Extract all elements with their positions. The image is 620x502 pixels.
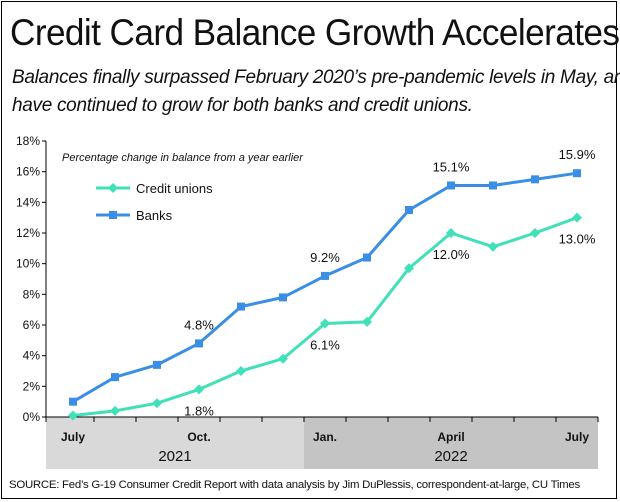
legend-label: Credit unions	[136, 181, 213, 196]
y-tick-label: 6%	[23, 318, 41, 332]
data-point-banks	[321, 271, 329, 280]
year-label: 2022	[434, 448, 467, 465]
data-label: 9.2%	[310, 250, 340, 265]
y-tick-label: 2%	[23, 379, 41, 393]
data-point-banks	[573, 169, 581, 178]
data-label: 15.9%	[559, 147, 596, 162]
year-band-2021	[46, 417, 304, 469]
data-point-banks	[195, 339, 203, 348]
data-point-credit-unions	[68, 410, 78, 421]
y-tick-label: 16%	[16, 165, 40, 179]
data-point-credit-unions	[110, 405, 120, 416]
x-tick-label: July	[565, 430, 589, 444]
x-tick-label: July	[61, 430, 85, 444]
series-line-credit-unions	[72, 216, 578, 417]
data-point-credit-unions	[446, 228, 456, 238]
x-tick-label: Jan.	[313, 430, 337, 444]
data-point-credit-unions	[404, 263, 414, 274]
data-label: 15.1%	[433, 159, 470, 174]
data-point-credit-unions	[572, 212, 582, 223]
subtitle-line-1: Balances finally surpassed February 2020…	[12, 67, 620, 88]
year-label: 2021	[158, 448, 191, 465]
data-point-banks	[111, 373, 119, 382]
y-tick-label: 0%	[23, 410, 41, 424]
legend-swatch-marker	[109, 211, 117, 219]
data-point-credit-unions	[362, 316, 372, 327]
data-label: 6.1%	[310, 337, 340, 352]
legend-swatch-marker	[108, 183, 118, 193]
y-tick-label: 4%	[23, 349, 41, 363]
data-point-credit-unions	[236, 366, 246, 376]
data-label: 13.0%	[559, 232, 596, 247]
data-point-banks	[363, 253, 371, 262]
y-tick-label: 12%	[16, 226, 40, 240]
data-point-credit-unions	[530, 228, 540, 238]
data-point-credit-unions	[278, 353, 288, 364]
legend-label: Banks	[136, 208, 173, 223]
data-label: 4.8%	[184, 317, 214, 332]
data-point-banks	[489, 181, 497, 190]
source-note: SOURCE: Fed’s G-19 Consumer Credit Repor…	[9, 479, 580, 491]
chart-title: Credit Card Balance Growth Accelerates	[10, 12, 620, 53]
y-tick-label: 18%	[16, 134, 40, 148]
data-label: 1.8%	[184, 403, 214, 418]
data-point-credit-unions	[488, 241, 498, 252]
x-tick-label: Oct.	[187, 430, 210, 444]
data-point-banks	[531, 175, 539, 184]
y-tick-label: 10%	[16, 257, 40, 271]
data-point-banks	[279, 293, 287, 302]
data-point-banks	[69, 397, 77, 406]
data-point-banks	[237, 302, 245, 311]
data-point-banks	[447, 181, 455, 190]
data-point-banks	[153, 360, 161, 369]
chart-note: Percentage change in balance from a year…	[62, 152, 304, 164]
y-tick-label: 14%	[16, 195, 40, 209]
data-point-credit-unions	[320, 318, 330, 329]
data-point-credit-unions	[152, 398, 162, 409]
chart-subtitle: Balances finally surpassed February 2020…	[12, 64, 620, 120]
x-tick-label: April	[437, 430, 464, 444]
subtitle-line-2: have continued to grow for both banks an…	[12, 95, 473, 116]
data-label: 12.0%	[433, 247, 470, 262]
data-point-credit-unions	[194, 384, 204, 395]
data-point-banks	[405, 206, 413, 214]
y-tick-label: 8%	[23, 287, 41, 301]
year-band-2022	[304, 417, 598, 469]
